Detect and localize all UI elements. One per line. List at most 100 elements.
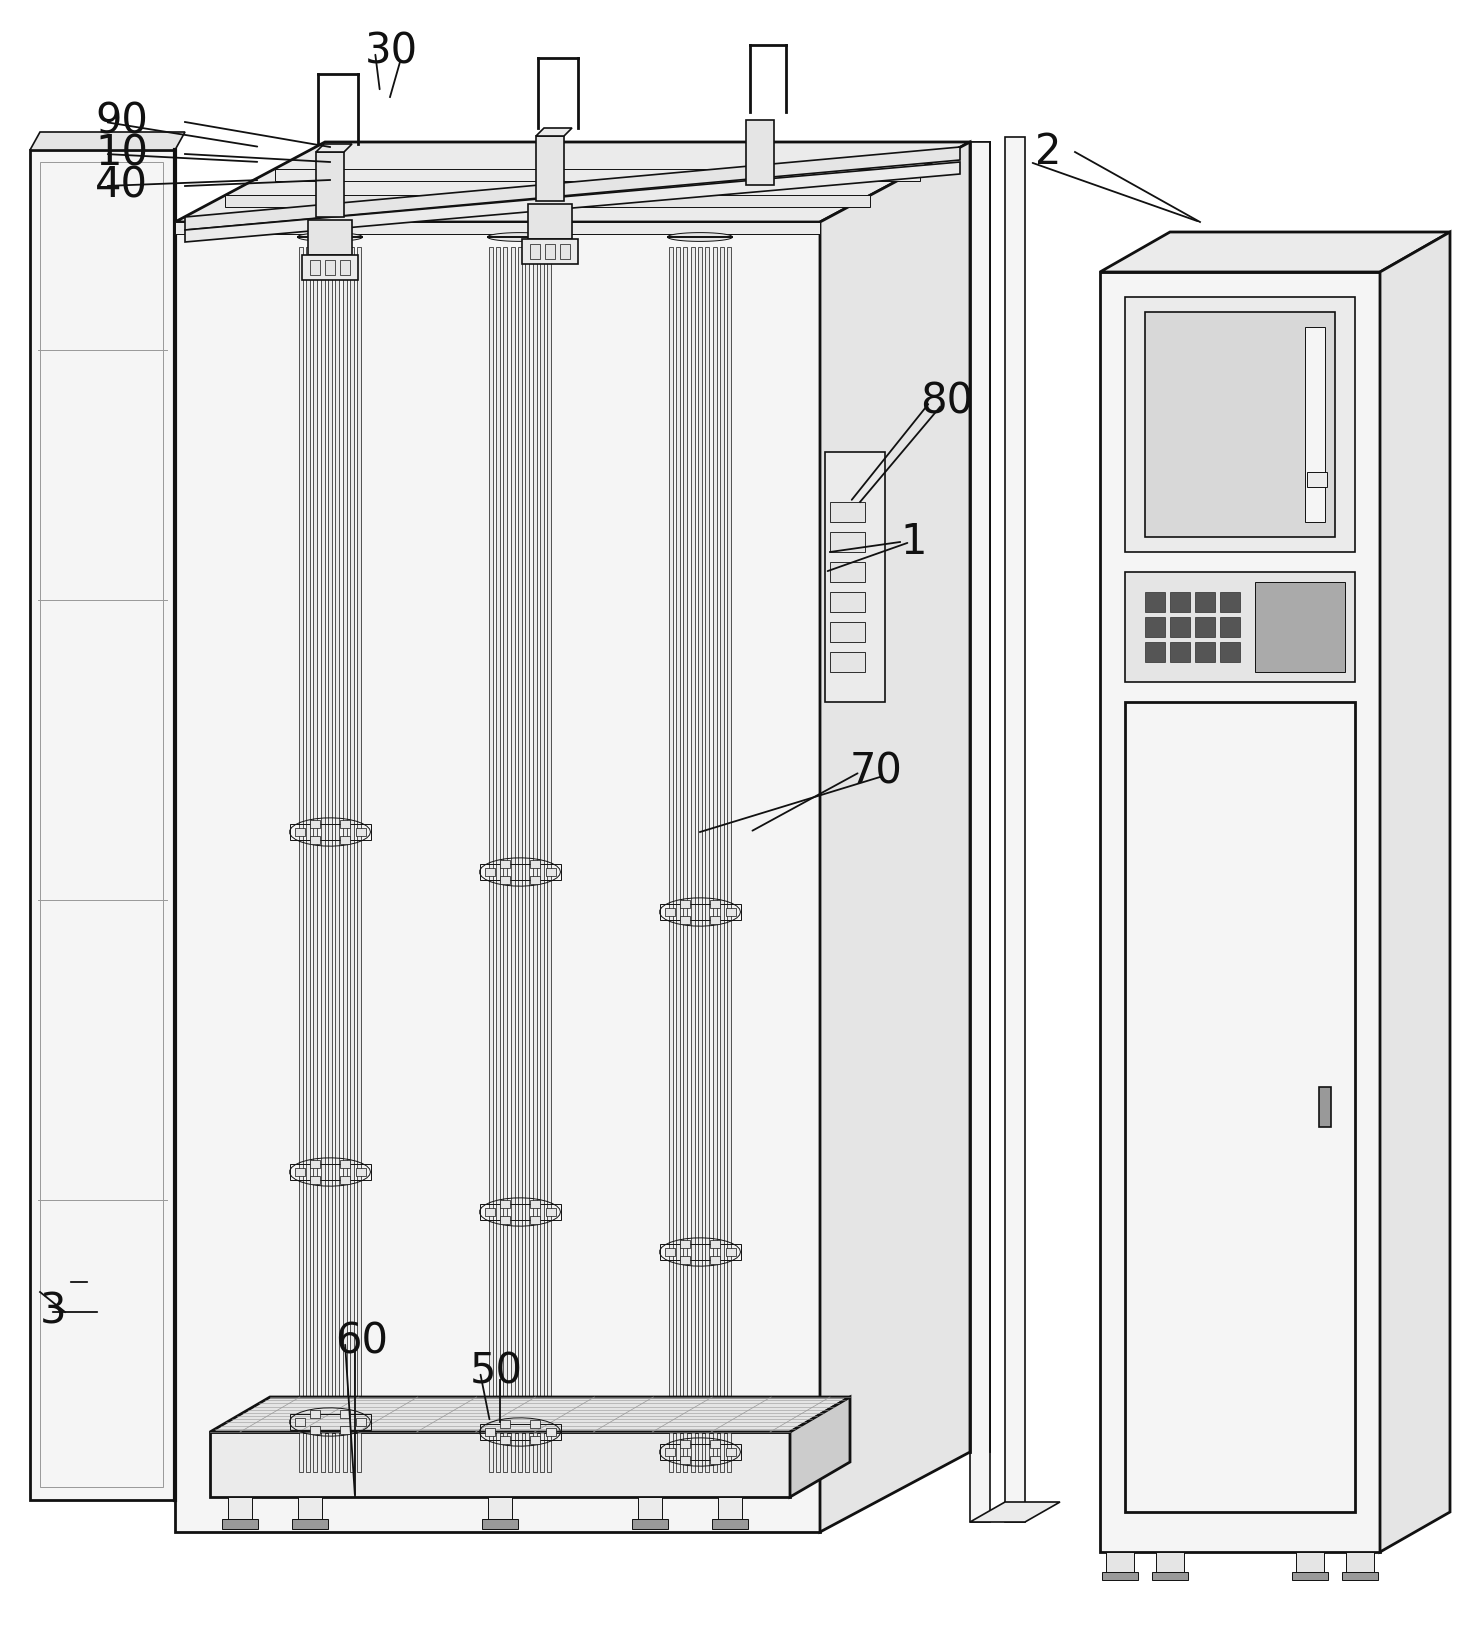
Polygon shape: [228, 1497, 252, 1518]
Polygon shape: [341, 836, 350, 844]
Polygon shape: [489, 248, 492, 1472]
Polygon shape: [1169, 616, 1190, 638]
Polygon shape: [1100, 231, 1449, 273]
Polygon shape: [308, 220, 353, 254]
Polygon shape: [499, 1199, 510, 1208]
Polygon shape: [830, 623, 865, 643]
Polygon shape: [482, 1518, 519, 1530]
Polygon shape: [710, 1241, 720, 1247]
Polygon shape: [668, 248, 673, 1472]
Polygon shape: [525, 248, 529, 1472]
Polygon shape: [356, 1417, 366, 1426]
Polygon shape: [325, 259, 335, 274]
Polygon shape: [531, 1199, 541, 1208]
Polygon shape: [532, 248, 536, 1472]
Polygon shape: [1194, 591, 1215, 611]
Polygon shape: [522, 240, 578, 264]
Polygon shape: [1152, 1573, 1189, 1579]
Polygon shape: [185, 162, 960, 241]
Polygon shape: [720, 248, 723, 1472]
Polygon shape: [302, 254, 359, 279]
Polygon shape: [667, 233, 732, 241]
Polygon shape: [726, 1449, 735, 1455]
Polygon shape: [790, 1398, 851, 1497]
Polygon shape: [341, 1411, 350, 1417]
Polygon shape: [499, 861, 510, 867]
Polygon shape: [691, 248, 695, 1472]
Polygon shape: [328, 248, 332, 1472]
Polygon shape: [676, 248, 680, 1472]
Polygon shape: [1103, 1573, 1138, 1579]
Polygon shape: [1292, 1573, 1328, 1579]
Polygon shape: [320, 248, 325, 1472]
Polygon shape: [175, 142, 971, 221]
Polygon shape: [310, 1176, 320, 1184]
Polygon shape: [225, 195, 870, 208]
Polygon shape: [531, 876, 541, 884]
Polygon shape: [830, 591, 865, 611]
Polygon shape: [341, 819, 350, 828]
Polygon shape: [680, 1256, 689, 1264]
Polygon shape: [1194, 643, 1215, 662]
Polygon shape: [971, 142, 990, 1521]
Text: 30: 30: [365, 31, 418, 73]
Polygon shape: [830, 653, 865, 672]
Polygon shape: [339, 259, 350, 274]
Polygon shape: [1146, 643, 1165, 662]
Text: 60: 60: [335, 1322, 388, 1363]
Polygon shape: [310, 259, 320, 274]
Polygon shape: [1125, 572, 1355, 682]
Text: 50: 50: [470, 1351, 523, 1393]
Polygon shape: [30, 132, 185, 150]
Polygon shape: [971, 1502, 1060, 1521]
Polygon shape: [298, 1497, 322, 1518]
Polygon shape: [680, 1441, 689, 1449]
Polygon shape: [298, 233, 363, 241]
Polygon shape: [705, 248, 710, 1472]
Polygon shape: [335, 248, 339, 1472]
Polygon shape: [830, 502, 865, 522]
Polygon shape: [637, 1497, 662, 1518]
Polygon shape: [292, 1518, 328, 1530]
Polygon shape: [519, 248, 522, 1472]
Polygon shape: [504, 248, 507, 1472]
Polygon shape: [1156, 1551, 1184, 1573]
Polygon shape: [299, 248, 302, 1472]
Polygon shape: [531, 1436, 541, 1444]
Polygon shape: [1125, 297, 1355, 552]
Polygon shape: [1220, 643, 1240, 662]
Text: 70: 70: [851, 752, 903, 793]
Polygon shape: [316, 144, 353, 152]
Polygon shape: [313, 248, 317, 1472]
Text: 40: 40: [95, 165, 148, 206]
Polygon shape: [30, 150, 175, 1500]
Polygon shape: [485, 867, 495, 876]
Polygon shape: [710, 1441, 720, 1449]
Polygon shape: [745, 121, 774, 185]
Polygon shape: [1380, 231, 1449, 1551]
Polygon shape: [560, 244, 571, 259]
Polygon shape: [485, 1427, 495, 1436]
Polygon shape: [1306, 327, 1325, 522]
Polygon shape: [820, 142, 971, 1531]
Polygon shape: [1146, 616, 1165, 638]
Polygon shape: [1319, 1087, 1331, 1127]
Polygon shape: [545, 1208, 556, 1216]
Polygon shape: [499, 1421, 510, 1427]
Polygon shape: [664, 1449, 674, 1455]
Polygon shape: [830, 562, 865, 582]
Polygon shape: [1307, 472, 1326, 487]
Polygon shape: [717, 1497, 742, 1518]
Text: 3: 3: [40, 1290, 67, 1333]
Polygon shape: [531, 244, 539, 259]
Polygon shape: [222, 1518, 258, 1530]
Polygon shape: [499, 1216, 510, 1224]
Text: 1: 1: [900, 520, 926, 563]
Polygon shape: [175, 221, 820, 1531]
Polygon shape: [350, 248, 354, 1472]
Polygon shape: [310, 1160, 320, 1168]
Polygon shape: [545, 244, 554, 259]
Polygon shape: [488, 233, 553, 241]
Polygon shape: [713, 248, 717, 1472]
Polygon shape: [1220, 591, 1240, 611]
